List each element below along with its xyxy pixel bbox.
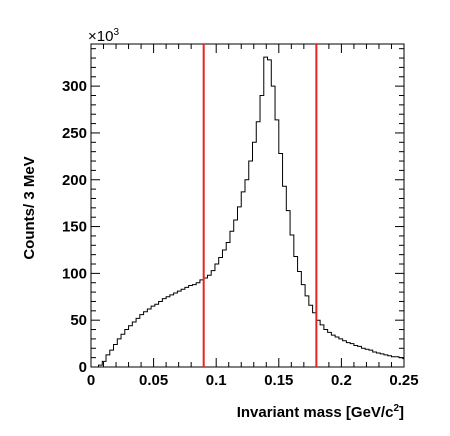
y-tick-label: 200 — [62, 172, 87, 189]
x-tick-label: 0.15 — [264, 372, 293, 389]
y-tick-label: 250 — [62, 125, 87, 142]
x-tick-label: 0 — [87, 372, 95, 389]
y-tick-label: 150 — [62, 219, 87, 236]
y-multiplier: ×103 — [88, 27, 119, 45]
x-axis-title: Invariant mass [GeV/c2] — [237, 403, 404, 421]
y-axis-title: Counts/ 3 MeV — [21, 156, 38, 259]
histogram-series — [91, 56, 404, 368]
histogram-line — [91, 56, 404, 368]
y-tick-label: 100 — [62, 265, 87, 282]
x-tick-labels: 0 0.05 0.1 0.15 0.2 0.25 — [87, 372, 419, 389]
y-tick-label: 50 — [70, 312, 87, 329]
x-tick-label: 0.25 — [389, 372, 418, 389]
cut-lines — [202, 44, 318, 367]
y-tick-label: 0 — [79, 359, 87, 376]
y-tick-labels: 0 50 100 150 200 250 300 — [62, 78, 87, 376]
x-tick-label: 0.05 — [139, 372, 168, 389]
plot-frame — [90, 43, 405, 368]
x-tick-label: 0.1 — [206, 372, 227, 389]
y-tick-label: 300 — [62, 78, 87, 95]
x-tick-label: 0.2 — [331, 372, 352, 389]
